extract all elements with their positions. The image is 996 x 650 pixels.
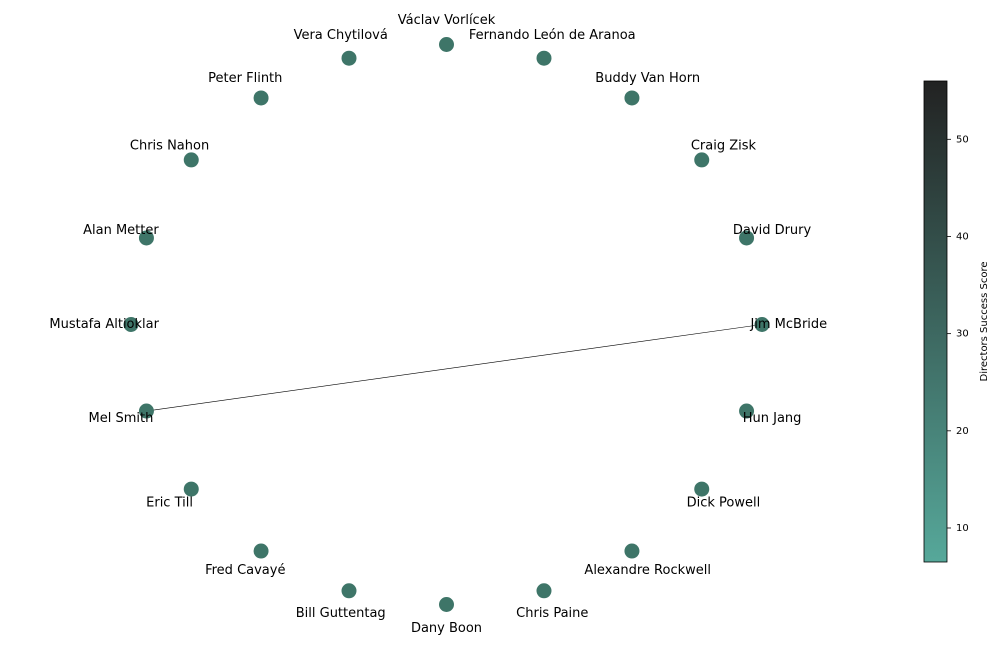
node-label: Alan Metter — [83, 223, 159, 238]
node-label: Václav Vorlícek — [398, 13, 496, 28]
node-marker — [694, 152, 710, 168]
node-marker — [694, 481, 710, 497]
node-marker — [183, 152, 199, 168]
node-marker — [253, 543, 269, 559]
node-marker — [138, 230, 154, 246]
colorbar: 10 20 30 40 50 Directors Success Score — [923, 80, 990, 563]
colorbar-gradient — [923, 80, 948, 563]
node-marker — [624, 543, 640, 559]
node-marker — [439, 37, 454, 52]
node-label: Mustafa Altioklar — [49, 317, 159, 332]
node-marker — [754, 317, 770, 332]
node-marker — [439, 597, 454, 612]
node-label: Eric Till — [146, 496, 193, 511]
node-label: Hun Jang — [743, 411, 802, 426]
nodes-layer — [123, 37, 770, 612]
node-marker — [536, 50, 552, 66]
colorbar-title: Directors Success Score — [979, 262, 990, 382]
node-label: Alexandre Rockwell — [584, 563, 711, 578]
node-label: Dick Powell — [687, 496, 761, 511]
node-marker — [536, 583, 552, 599]
node-marker — [183, 481, 199, 497]
node-marker — [138, 403, 154, 419]
node-marker — [341, 583, 357, 599]
node-label: Peter Flinth — [208, 71, 282, 86]
colorbar-tick-label: 30 — [956, 329, 969, 340]
node-marker — [253, 90, 269, 106]
node-marker — [341, 50, 357, 66]
node-marker — [624, 90, 640, 106]
labels-layer: Jim McBride David Drury Craig Zisk Buddy Va… — [49, 13, 827, 636]
node-label: Buddy Van Horn — [595, 71, 700, 86]
node-marker — [123, 317, 139, 332]
edges-layer — [146, 324, 763, 412]
node-label: David Drury — [733, 223, 812, 238]
colorbar-ticks: 10 20 30 40 50 — [947, 134, 969, 534]
node-label: Chris Nahon — [130, 138, 209, 153]
node-label: Fred Cavayé — [205, 563, 285, 578]
colorbar-tick-label: 10 — [956, 523, 969, 534]
node-label: Mel Smith — [89, 411, 154, 426]
node-label: Dany Boon — [411, 621, 482, 636]
node-label: Vera Chytilová — [294, 28, 388, 43]
node-label: Bill Guttentag — [296, 606, 386, 621]
node-marker — [739, 230, 755, 246]
edge-line — [146, 324, 763, 412]
node-label: Jim McBride — [749, 317, 827, 332]
colorbar-tick-label: 20 — [956, 426, 969, 437]
node-label: Craig Zisk — [691, 138, 757, 153]
node-label: Fernando León de Aranoa — [469, 28, 636, 43]
node-marker — [739, 403, 755, 419]
node-label: Chris Paine — [516, 606, 588, 621]
colorbar-tick-label: 50 — [956, 134, 969, 145]
colorbar-tick-label: 40 — [956, 231, 969, 242]
